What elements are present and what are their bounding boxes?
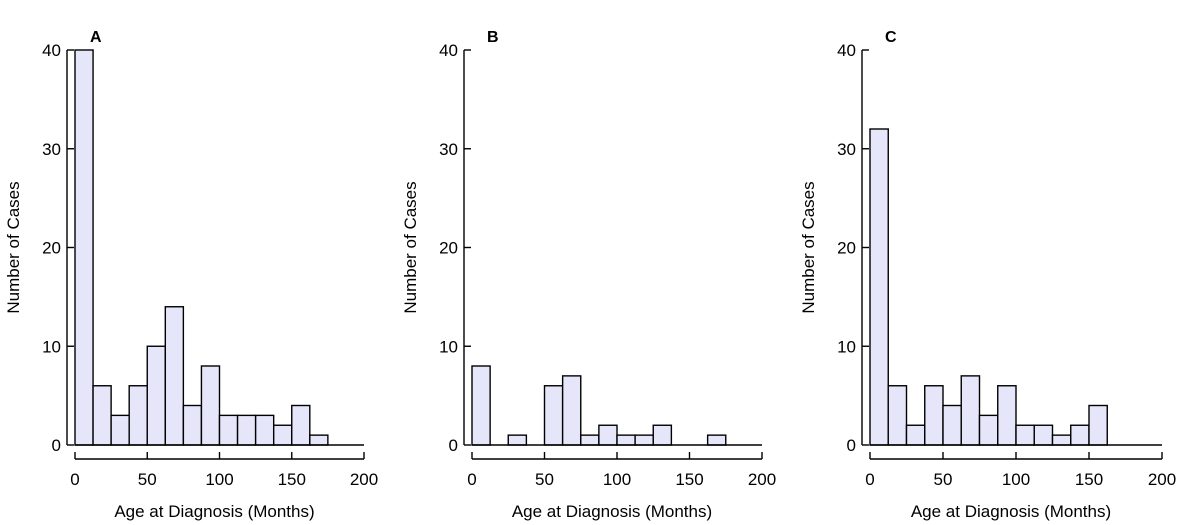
histogram-bar bbox=[128, 385, 148, 446]
histogram-bar bbox=[616, 434, 636, 446]
histogram-bar bbox=[471, 365, 491, 446]
x-axis-title: Age at Diagnosis (Months) bbox=[911, 502, 1111, 521]
histogram-panel-b: 0 10 20 30 40 0 50 100 150 200 Age at Diagnosis (M… bbox=[401, 29, 776, 521]
x-tick-label: 150 bbox=[1075, 470, 1103, 489]
histogram-bar bbox=[309, 434, 329, 446]
x-tick-label: 200 bbox=[350, 470, 378, 489]
histogram-bar bbox=[200, 365, 221, 446]
histogram-bar bbox=[1088, 404, 1108, 446]
histogram-bar bbox=[561, 375, 582, 446]
histogram-bar bbox=[1070, 424, 1090, 446]
histogram-bar bbox=[272, 424, 293, 446]
y-axis-title: Number of Cases bbox=[4, 181, 23, 313]
histogram-bar bbox=[164, 306, 185, 446]
y-axis-title: Number of Cases bbox=[799, 181, 818, 313]
y-tick-label: 20 bbox=[439, 239, 458, 258]
histogram-bar bbox=[182, 404, 203, 446]
histogram-panel-c: 0 10 20 30 40 0 50 100 150 200 Age at Diagnosis (M… bbox=[799, 29, 1176, 521]
x-tick-label: 50 bbox=[535, 470, 554, 489]
panel-label: C bbox=[885, 29, 897, 46]
y-tick-label: 10 bbox=[837, 337, 856, 356]
histogram-bar bbox=[634, 434, 654, 446]
histogram-bar bbox=[1033, 424, 1054, 446]
x-tick-label: 0 bbox=[467, 470, 476, 489]
histogram-bar bbox=[74, 49, 94, 446]
histogram-bar bbox=[236, 414, 257, 446]
histogram-bar bbox=[580, 434, 600, 446]
histogram-bar bbox=[92, 385, 112, 446]
y-tick-label: 10 bbox=[42, 337, 61, 356]
histogram-bar bbox=[887, 385, 908, 446]
histogram-bar bbox=[652, 424, 673, 446]
y-tick-label: 0 bbox=[449, 436, 458, 455]
histogram-bar bbox=[706, 434, 727, 446]
histogram-bar bbox=[598, 424, 618, 446]
panel-label: B bbox=[487, 29, 499, 46]
x-tick-label: 0 bbox=[865, 470, 874, 489]
histogram-bar bbox=[978, 414, 999, 446]
panel-label: A bbox=[90, 29, 102, 46]
x-axis-title: Age at Diagnosis (Months) bbox=[114, 502, 314, 521]
histogram-bar bbox=[543, 385, 564, 446]
x-tick-label: 100 bbox=[603, 470, 631, 489]
histogram-bar bbox=[942, 404, 962, 446]
y-tick-label: 30 bbox=[42, 140, 61, 159]
x-tick-label: 150 bbox=[278, 470, 306, 489]
y-tick-label: 0 bbox=[52, 436, 61, 455]
x-tick-label: 50 bbox=[934, 470, 953, 489]
histogram-bar bbox=[110, 414, 130, 446]
x-tick-label: 0 bbox=[70, 470, 79, 489]
histogram-bar bbox=[997, 385, 1017, 446]
x-tick-label: 200 bbox=[748, 470, 776, 489]
histogram-panel-a: 0 10 20 30 40 0 50 100 150 200 Age at Diagnosis (M… bbox=[4, 29, 378, 521]
x-tick-label: 100 bbox=[205, 470, 233, 489]
histogram-bar bbox=[1051, 434, 1072, 446]
histogram-bar bbox=[924, 385, 944, 446]
y-tick-label: 40 bbox=[439, 41, 458, 60]
y-tick-label: 0 bbox=[847, 436, 856, 455]
x-tick-label: 50 bbox=[138, 470, 157, 489]
histogram-bar bbox=[869, 128, 889, 446]
histogram-bar bbox=[1015, 424, 1035, 446]
x-tick-label: 100 bbox=[1002, 470, 1030, 489]
histogram-bar bbox=[218, 414, 239, 446]
y-tick-label: 40 bbox=[42, 41, 61, 60]
histogram-bar bbox=[254, 414, 275, 446]
x-tick-label: 150 bbox=[675, 470, 703, 489]
histogram-bar bbox=[291, 404, 311, 446]
y-tick-label: 20 bbox=[837, 239, 856, 258]
histogram-bar bbox=[146, 345, 167, 446]
histogram-bar bbox=[507, 434, 528, 446]
y-tick-label: 30 bbox=[439, 140, 458, 159]
y-axis-title: Number of Cases bbox=[401, 181, 420, 313]
histogram-bar bbox=[960, 375, 981, 446]
y-tick-label: 40 bbox=[837, 41, 856, 60]
y-tick-label: 30 bbox=[837, 140, 856, 159]
y-tick-label: 10 bbox=[439, 337, 458, 356]
y-tick-label: 20 bbox=[42, 239, 61, 258]
x-axis-title: Age at Diagnosis (Months) bbox=[512, 502, 712, 521]
histogram-bar bbox=[905, 424, 926, 446]
x-tick-label: 200 bbox=[1148, 470, 1176, 489]
